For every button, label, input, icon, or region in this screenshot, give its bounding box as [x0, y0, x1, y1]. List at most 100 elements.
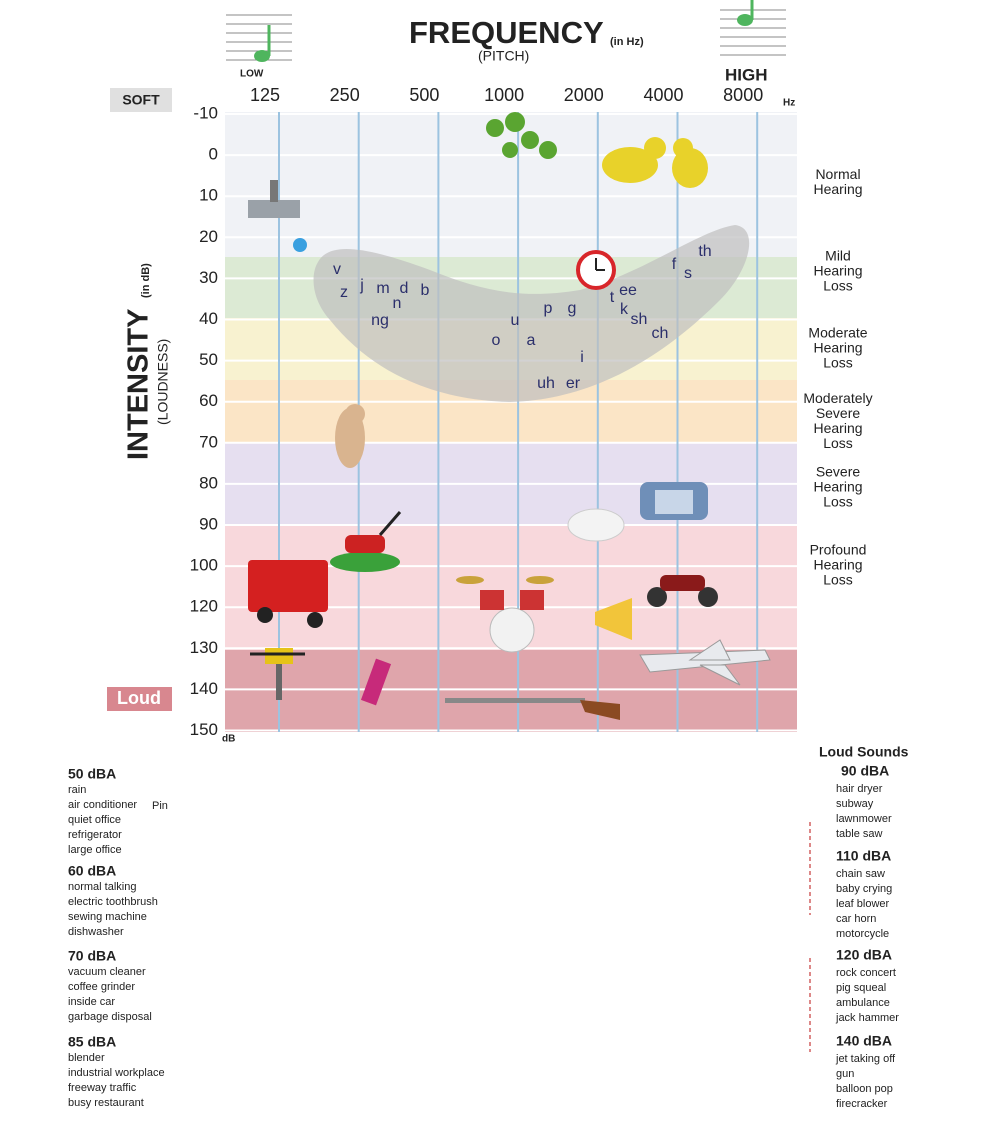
speech-sound: g	[568, 300, 577, 317]
speech-sound: j	[359, 277, 364, 294]
list-item: electric toothbrush	[68, 896, 158, 908]
hearing-level-label: Loss	[823, 278, 853, 294]
speech-sound: k	[620, 301, 629, 318]
frequency-unit: Hz	[783, 98, 795, 109]
speech-sound: t	[610, 289, 615, 306]
generated: -10 0 10 20 30 40 50 60 70 80 90 100 120 130 140 150 125…	[68, 85, 909, 1110]
speech-sound: sh	[631, 311, 648, 328]
gun	[445, 698, 620, 720]
x-tick-label: 250	[330, 85, 360, 105]
speech-sound: th	[698, 243, 711, 260]
list-item: large office	[68, 844, 122, 856]
list-item: inside car	[68, 996, 115, 1008]
list-heading: 70 dBA	[68, 948, 116, 964]
speech-sound: n	[393, 295, 402, 312]
megaphone	[595, 598, 632, 640]
x-tick-label: 2000	[564, 85, 604, 105]
hearing-level-label: Normal	[815, 166, 860, 182]
hearing-level-label: Hearing	[813, 181, 862, 197]
speech-sound: v	[333, 261, 341, 278]
speech-sound: s	[684, 265, 692, 282]
birds	[602, 137, 708, 188]
list-item: lawnmower	[836, 813, 892, 825]
list-item: hair dryer	[836, 783, 883, 795]
x-tick-label: 125	[250, 85, 280, 105]
subtitle: (PITCH)	[478, 48, 529, 64]
y-tick-label: 20	[199, 227, 218, 246]
x-tick-label: 4000	[643, 85, 683, 105]
speech-sound: f	[672, 256, 677, 273]
list-item: freeway traffic	[68, 1082, 137, 1094]
low-label: LOW	[240, 69, 264, 80]
list-heading: 50 dBA	[68, 766, 116, 782]
speech-sound: a	[527, 332, 536, 349]
illustrations	[226, 0, 811, 1052]
list-title: Loud Sounds	[819, 744, 909, 760]
list-item: chain saw	[836, 868, 885, 880]
list-item: blender	[68, 1052, 105, 1064]
list-heading: 90 dBA	[841, 763, 889, 779]
y-title-sub: (LOUDNESS)	[155, 339, 171, 425]
hearing-level-label: Severe	[816, 464, 861, 480]
list-item: ambulance	[836, 997, 890, 1009]
hearing-level-label: Hearing	[813, 420, 862, 436]
x-tick-label: 1000	[484, 85, 524, 105]
low-note-icon	[226, 14, 292, 62]
airplane	[639, 639, 771, 686]
loud-box	[107, 687, 172, 711]
y-title: INTENSITY (in dB) (LOUDNESS)	[123, 263, 171, 460]
hearing-level-label: Mild	[825, 248, 851, 264]
drums	[456, 576, 554, 653]
list-item: coffee grinder	[68, 981, 135, 993]
speech-sound: i	[580, 349, 584, 366]
intensity-unit: dB	[222, 734, 235, 745]
list-heading: 110 dBA	[836, 848, 891, 864]
hearing-level-label: Hearing	[813, 557, 862, 573]
y-tick-label: 130	[190, 638, 218, 657]
y-title-main: INTENSITY	[123, 309, 155, 460]
clock	[576, 250, 616, 290]
list-item: jack hammer	[835, 1012, 899, 1024]
list-item: gun	[836, 1068, 854, 1080]
hearing-level-label: Loss	[823, 355, 853, 371]
hearing-level-label: Moderately	[803, 390, 872, 406]
title-unit: (in Hz)	[610, 36, 644, 48]
y-tick-label: -10	[193, 103, 218, 122]
list-item: jet taking off	[835, 1053, 896, 1065]
list-item: busy restaurant	[68, 1097, 144, 1109]
note: Pin	[152, 800, 168, 812]
list-item: motorcycle	[836, 928, 889, 940]
speech-sound: er	[566, 375, 581, 392]
hearing-level-label: Hearing	[813, 263, 862, 279]
high-note-icon	[720, 0, 786, 56]
hearing-level-label: Moderate	[808, 325, 867, 341]
list-item: rock concert	[836, 967, 896, 979]
y-tick-label: 40	[199, 309, 218, 328]
speech-sound: o	[492, 332, 501, 349]
hearing-level-label: Loss	[823, 572, 853, 588]
speech-sound: u	[511, 312, 520, 329]
speech-sound: p	[544, 300, 553, 317]
hearing-level-label: Profound	[810, 542, 867, 558]
fire-truck	[248, 560, 328, 628]
list-item: sewing machine	[68, 911, 147, 923]
list-item: baby crying	[836, 883, 892, 895]
y-tick-label: 120	[190, 597, 218, 616]
leaves	[486, 112, 557, 159]
list-item: subway	[836, 798, 874, 810]
band-normal	[225, 112, 797, 257]
high-label: HIGH	[725, 65, 768, 84]
speech-sound: d	[400, 280, 409, 297]
firecracker	[360, 658, 392, 706]
list-heading: 60 dBA	[68, 863, 116, 879]
faucet	[248, 180, 307, 252]
list-item: firecracker	[836, 1098, 888, 1110]
list-item: industrial workplace	[68, 1067, 165, 1079]
hearing-level-label: Loss	[823, 435, 853, 451]
y-tick-label: 100	[190, 556, 218, 575]
y-tick-label: 150	[190, 720, 218, 739]
list-heading: 120 dBA	[836, 947, 892, 963]
list-item: vacuum cleaner	[68, 966, 146, 978]
speech-sound: ee	[619, 282, 637, 299]
